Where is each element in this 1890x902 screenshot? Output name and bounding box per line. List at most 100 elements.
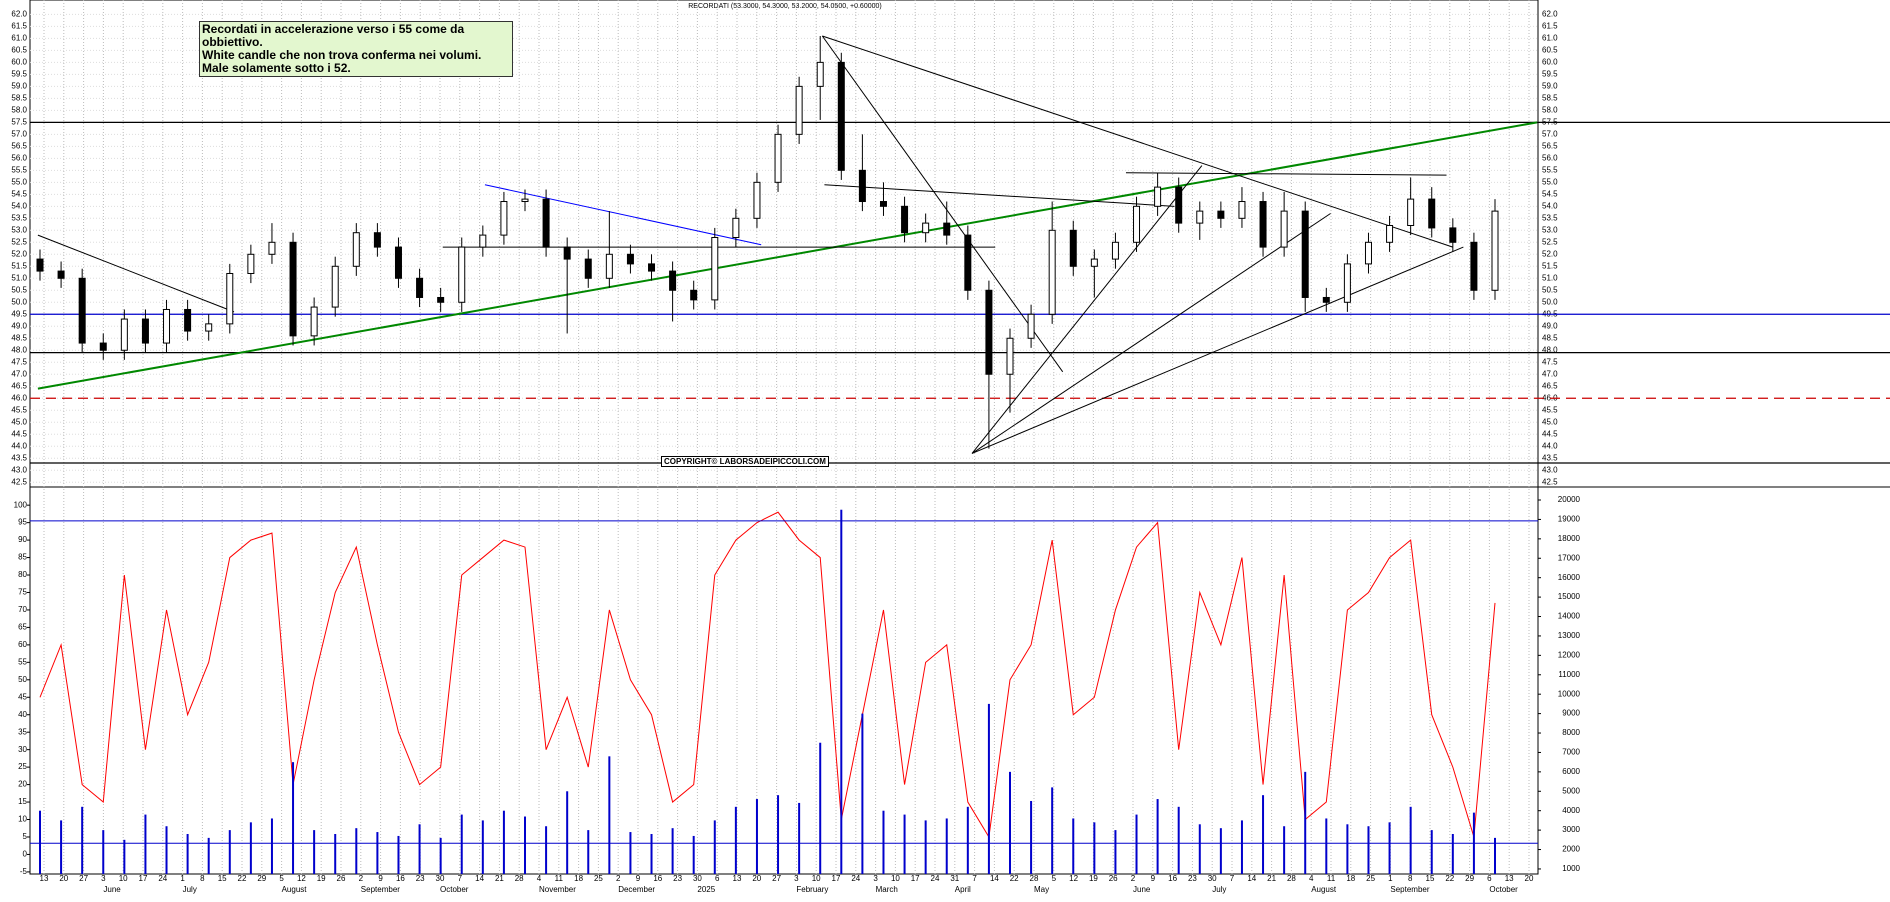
volume-bar xyxy=(1156,799,1159,874)
candle-body xyxy=(141,318,149,344)
x-tick-label: 24 xyxy=(931,874,940,883)
y-tick-label-right: 44.5 xyxy=(1542,429,1558,438)
x-tick-label: 10 xyxy=(891,874,900,883)
candle-body xyxy=(184,308,192,332)
volume-bar xyxy=(144,814,147,874)
candle-body xyxy=(1217,210,1225,219)
x-tick-label: 18 xyxy=(574,874,583,883)
y-tick-label-right: 51.0 xyxy=(1542,273,1558,282)
y-tick-label-right: 51.5 xyxy=(1542,261,1558,270)
y2-tick-label: 4000 xyxy=(1562,806,1580,815)
x-tick-label: 27 xyxy=(772,874,781,883)
volume-bar xyxy=(713,820,716,874)
x-tick-label: 28 xyxy=(1287,874,1296,883)
volume-bar xyxy=(861,713,864,874)
y-tick-label: 25 xyxy=(18,762,27,771)
y-tick-label: 30 xyxy=(18,745,27,754)
y-tick-label: 80 xyxy=(18,570,27,579)
x-month-label: October xyxy=(440,885,469,894)
x-tick-label: 29 xyxy=(257,874,266,883)
y-tick-label-right: 45.0 xyxy=(1542,417,1558,426)
y-tick-label-right: 46.5 xyxy=(1542,381,1558,390)
candle-body xyxy=(901,205,909,234)
x-tick-label: 26 xyxy=(1109,874,1118,883)
trend-line xyxy=(37,234,235,313)
candle-body xyxy=(795,85,803,135)
y-tick-label: 50.0 xyxy=(11,297,27,306)
volume-bar xyxy=(397,835,400,874)
candle-body xyxy=(563,246,571,260)
y-tick-label: 52.5 xyxy=(11,237,27,246)
chart-header: RECORDATI (53.3000, 54.3000, 53.2000, 54… xyxy=(688,3,881,10)
candle-body xyxy=(163,308,171,344)
copyright: COPYRIGHT© LABORSADEIPICCOLI.COM xyxy=(661,456,829,467)
x-tick-label: 15 xyxy=(1426,874,1435,883)
y-tick-label-right: 53.0 xyxy=(1542,225,1558,234)
y-tick-label-right: 59.5 xyxy=(1542,69,1558,78)
y-tick-label: 85 xyxy=(18,553,27,562)
x-tick-label: 10 xyxy=(812,874,821,883)
volume-bar xyxy=(481,820,484,874)
volume-bar xyxy=(1367,826,1370,874)
candle-body xyxy=(1449,227,1457,243)
x-tick-label: 14 xyxy=(990,874,999,883)
y-tick-label: 45.5 xyxy=(11,405,27,414)
candle-body xyxy=(669,270,677,291)
volume-bar xyxy=(882,810,885,874)
x-tick-label: 13 xyxy=(40,874,49,883)
y-tick-label: 61.5 xyxy=(11,21,27,30)
x-month-label: February xyxy=(796,885,828,894)
y-tick-label: 53.5 xyxy=(11,213,27,222)
y-tick-label-right: 48.0 xyxy=(1542,345,1558,354)
x-tick-label: 3 xyxy=(873,874,878,883)
y-tick-label: 57.0 xyxy=(11,129,27,138)
volume-bar xyxy=(1177,806,1180,874)
x-tick-label: 14 xyxy=(1247,874,1256,883)
volume-bar xyxy=(1030,800,1033,874)
trend-line xyxy=(971,246,1464,454)
volume-bar xyxy=(840,509,843,874)
y-tick-label: 0 xyxy=(23,850,28,859)
x-tick-label: 30 xyxy=(436,874,445,883)
volume-bar xyxy=(1093,822,1096,874)
x-tick-label: 16 xyxy=(653,874,662,883)
y-tick-label-right: 61.0 xyxy=(1542,33,1558,42)
trend-line xyxy=(484,184,762,246)
volume-bar xyxy=(376,832,379,874)
y-tick-label-right: 48.5 xyxy=(1542,333,1558,342)
volume-bar xyxy=(207,837,210,874)
x-tick-label: 11 xyxy=(555,874,564,883)
annotation-line: White candle che non trova conferma nei … xyxy=(202,48,482,62)
y2-tick-label: 9000 xyxy=(1562,709,1580,718)
y-tick-label: 55.0 xyxy=(11,177,27,186)
y-tick-label: 55.5 xyxy=(11,165,27,174)
y-tick-label: 49.0 xyxy=(11,321,27,330)
y-tick-label-right: 47.0 xyxy=(1542,369,1558,378)
candle-body xyxy=(205,323,213,332)
y-tick-label: 45.0 xyxy=(11,417,27,426)
y-tick-label: 53.0 xyxy=(11,225,27,234)
y2-tick-label: 3000 xyxy=(1562,825,1580,834)
volume-bar xyxy=(249,822,252,874)
x-tick-label: 3 xyxy=(794,874,799,883)
volume-bar xyxy=(650,833,653,874)
y-tick-label: 58.5 xyxy=(11,93,27,102)
y-tick-label-right: 58.0 xyxy=(1542,105,1558,114)
x-month-label: 2025 xyxy=(697,885,715,894)
volume-bar xyxy=(734,806,737,874)
candle-body xyxy=(120,318,128,351)
y-tick-label-right: 60.0 xyxy=(1542,57,1558,66)
x-tick-label: 2 xyxy=(616,874,621,883)
x-tick-label: 17 xyxy=(911,874,920,883)
y-tick-label: 65 xyxy=(18,623,27,632)
y-tick-label-right: 45.5 xyxy=(1542,405,1558,414)
volume-bar xyxy=(270,818,273,874)
y-tick-label-right: 57.0 xyxy=(1542,129,1558,138)
y-tick-label: 100 xyxy=(14,500,28,509)
candle-body xyxy=(964,234,972,291)
y-tick-label-right: 47.5 xyxy=(1542,357,1558,366)
y2-tick-label: 7000 xyxy=(1562,748,1580,757)
x-tick-label: 18 xyxy=(1346,874,1355,883)
candle-body xyxy=(1301,210,1309,298)
